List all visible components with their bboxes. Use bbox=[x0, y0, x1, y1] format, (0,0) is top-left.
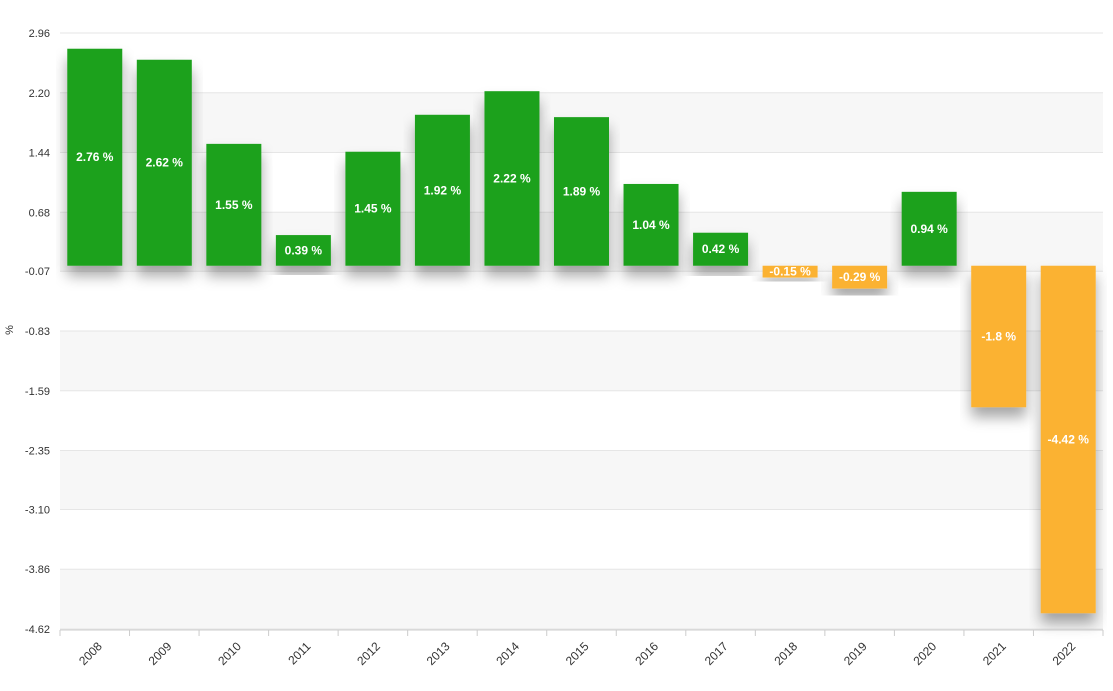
data-label: -1.8 % bbox=[981, 330, 1016, 344]
y-tick-label: 2.20 bbox=[29, 88, 50, 100]
data-label: 0.42 % bbox=[702, 242, 740, 256]
bar bbox=[484, 91, 540, 266]
x-tick-label: 2008 bbox=[76, 639, 105, 668]
grid-band bbox=[60, 569, 1103, 629]
data-label: 0.39 % bbox=[285, 243, 323, 257]
y-tick-label: -4.62 bbox=[25, 624, 50, 636]
data-label: 1.55 % bbox=[215, 198, 253, 212]
y-axis-title: % bbox=[4, 325, 16, 335]
x-tick-label: 2019 bbox=[841, 639, 870, 668]
data-label: 2.22 % bbox=[493, 171, 531, 185]
x-tick-label: 2013 bbox=[424, 639, 453, 668]
data-label: 0.94 % bbox=[910, 222, 948, 236]
bar bbox=[623, 183, 679, 266]
bar bbox=[762, 265, 818, 278]
y-axis-ticks: 2.96 2.20 1.44 0.68 -0.07 -0.83 -1.59 -2.35 -3.1… bbox=[25, 28, 50, 636]
y-tick-label: -0.83 bbox=[25, 326, 50, 338]
x-tick-label: 2009 bbox=[146, 639, 175, 668]
x-tick-label: 2014 bbox=[493, 639, 522, 668]
bar bbox=[554, 117, 609, 266]
bar bbox=[693, 232, 749, 266]
data-label: 2.76 % bbox=[76, 150, 114, 164]
data-label: -0.29 % bbox=[839, 270, 881, 284]
y-tick-label: -3.86 bbox=[25, 564, 50, 576]
bar bbox=[832, 265, 888, 289]
data-label: 1.04 % bbox=[632, 218, 670, 232]
y-tick-label: -0.07 bbox=[25, 266, 50, 278]
x-tick-label: 2022 bbox=[1050, 639, 1079, 668]
data-label: -0.15 % bbox=[769, 265, 811, 279]
grid-band bbox=[60, 450, 1103, 510]
x-tick-label: 2020 bbox=[911, 639, 940, 668]
x-tick-label: 2017 bbox=[702, 639, 731, 668]
bar bbox=[1040, 265, 1096, 614]
y-tick-label: -2.35 bbox=[25, 446, 50, 458]
x-tick-label: 2021 bbox=[980, 639, 1009, 668]
x-tick-label: 2018 bbox=[771, 639, 800, 668]
data-label: 1.89 % bbox=[563, 184, 601, 198]
bars bbox=[67, 48, 1096, 614]
bar bbox=[67, 48, 123, 266]
bar bbox=[275, 235, 331, 266]
data-label: 1.92 % bbox=[424, 183, 462, 197]
grid-band bbox=[60, 331, 1103, 391]
x-tick-label: 2012 bbox=[354, 639, 383, 668]
bar bbox=[901, 191, 957, 266]
x-axis: 2008 2009 2010 2011 2012 2013 2014 2015 2016 2017… bbox=[59, 629, 1104, 668]
bar bbox=[345, 151, 401, 266]
bar bbox=[136, 59, 192, 266]
x-tick-label: 2016 bbox=[632, 639, 661, 668]
data-label: 1.45 % bbox=[354, 202, 392, 216]
x-tick-label: 2010 bbox=[215, 639, 244, 668]
y-tick-label: 2.96 bbox=[29, 28, 50, 40]
bar bbox=[414, 114, 470, 266]
data-labels: 2.76 % 2.62 % 1.55 % 0.39 % 1.45 % 1.92 % 2.22… bbox=[76, 150, 1089, 446]
y-tick-label: -1.59 bbox=[25, 386, 50, 398]
bar bbox=[206, 143, 262, 266]
data-label: 2.62 % bbox=[146, 156, 184, 170]
y-tick-label: 0.68 bbox=[29, 207, 50, 219]
x-tick-label: 2011 bbox=[285, 639, 313, 667]
bar bbox=[971, 265, 1027, 408]
x-tick-label: 2015 bbox=[563, 639, 592, 668]
y-tick-label: 1.44 bbox=[29, 148, 50, 160]
y-tick-label: -3.10 bbox=[25, 504, 50, 516]
data-label: -4.42 % bbox=[1048, 433, 1090, 447]
